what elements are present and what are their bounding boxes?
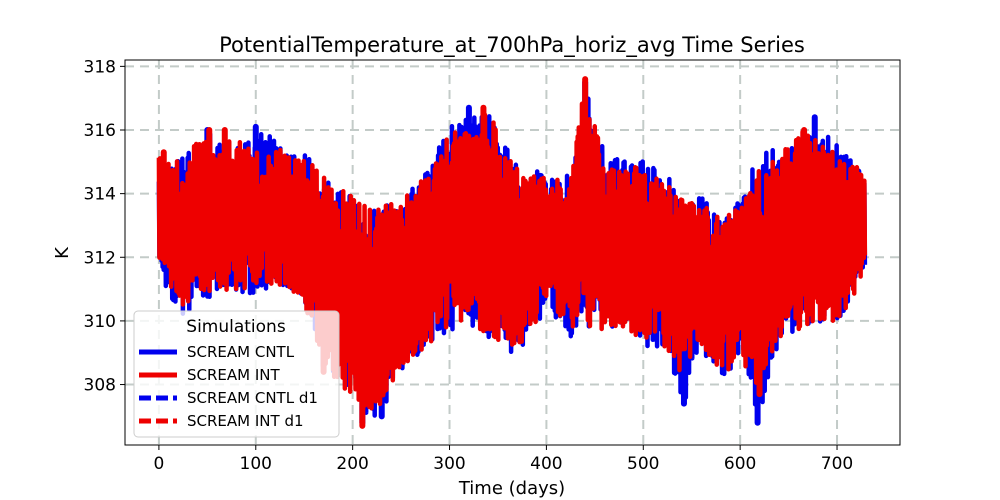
chart-title: PotentialTemperature_at_700hPa_horiz_avg…: [219, 33, 805, 58]
plot-frame: [124, 59, 901, 446]
y-tick-label: 316: [84, 121, 116, 141]
series-line-scream-int: [156, 101, 868, 411]
x-tick-label: 700: [821, 454, 853, 474]
axis-ticks: 0 100 200 300 400 500 600 700 308 310 312 314 316 318: [84, 57, 854, 474]
legend-title: Simulations: [186, 317, 286, 337]
x-axis-label: Time (days): [458, 478, 565, 499]
legend-box: [133, 310, 340, 438]
x-tick-label: 100: [240, 454, 272, 474]
legend-label-scream-cntl-d1: SCREAM CNTL d1: [187, 389, 318, 407]
y-tick-label: 308: [84, 376, 116, 396]
x-tick-label: 300: [433, 454, 465, 474]
plot-lines: [156, 76, 868, 429]
x-tick-label: 200: [336, 454, 368, 474]
y-tick-label: 312: [84, 248, 116, 268]
legend-label-scream-int-d1: SCREAM INT d1: [187, 412, 304, 430]
x-tick-label: 0: [153, 454, 164, 474]
y-tick-label: 318: [84, 57, 116, 77]
y-tick-label: 314: [84, 185, 116, 205]
legend-label-scream-int: SCREAM INT: [187, 366, 281, 384]
legend: Simulations SCREAM CNTL SCREAM INT SCREA…: [133, 310, 340, 438]
x-tick-label: 400: [530, 454, 562, 474]
y-tick-label: 310: [84, 312, 116, 332]
legend-label-scream-cntl: SCREAM CNTL: [187, 343, 295, 361]
x-tick-label: 600: [724, 454, 756, 474]
x-tick-label: 500: [627, 454, 659, 474]
y-axis-label: K: [52, 246, 73, 259]
